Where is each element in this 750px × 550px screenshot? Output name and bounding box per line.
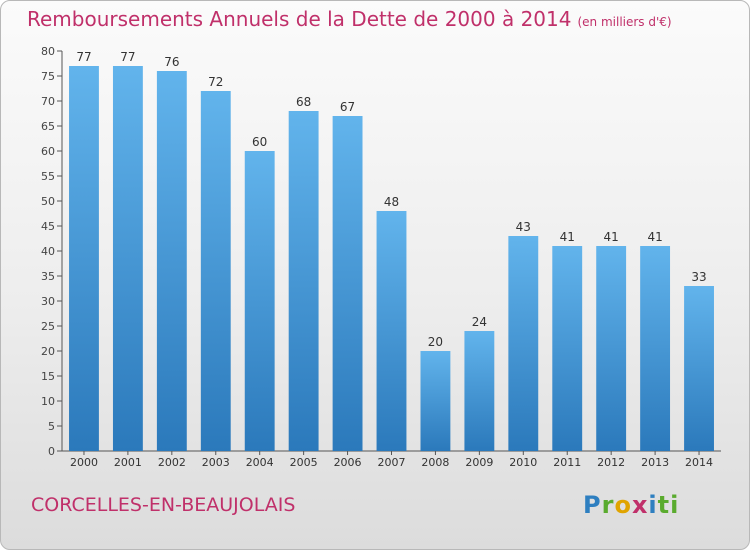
x-tick-label: 2005 <box>290 456 318 469</box>
bar <box>156 71 187 451</box>
bar <box>244 151 275 451</box>
y-tick-label: 25 <box>41 320 55 333</box>
bar-value-label: 68 <box>296 95 311 109</box>
x-tick-label: 2001 <box>114 456 142 469</box>
x-tick-label: 2006 <box>334 456 362 469</box>
y-tick-label: 50 <box>41 195 55 208</box>
bar <box>464 331 495 451</box>
axis-layer: 0 5 10 15 20 25 30 35 40 45 50 55 60 65 70 75 80 2000 2001… <box>41 45 721 469</box>
bar <box>552 246 583 451</box>
bar <box>420 351 451 451</box>
bar-value-label: 41 <box>560 230 575 244</box>
x-tick-label: 2012 <box>597 456 625 469</box>
bar-value-label: 43 <box>516 220 531 234</box>
bar-value-label: 33 <box>691 270 706 284</box>
y-tick-label: 10 <box>41 395 55 408</box>
bar <box>200 91 231 451</box>
y-tick-label: 40 <box>41 245 55 258</box>
y-tick-label: 30 <box>41 295 55 308</box>
bar <box>332 116 363 451</box>
x-tick-label: 2009 <box>465 456 493 469</box>
bar-value-label: 24 <box>472 315 487 329</box>
x-tick-label: 2003 <box>202 456 230 469</box>
bar-value-label: 67 <box>340 100 355 114</box>
y-tick-label: 80 <box>41 45 55 58</box>
x-tick-label: 2008 <box>421 456 449 469</box>
y-tick-label: 45 <box>41 220 55 233</box>
x-tick-label: 2000 <box>70 456 98 469</box>
y-tick-label: 35 <box>41 270 55 283</box>
proxiti-logo: Proxiti <box>583 491 680 519</box>
x-tick-label: 2010 <box>509 456 537 469</box>
bar-value-label: 60 <box>252 135 267 149</box>
bar <box>288 111 319 451</box>
bar <box>376 211 407 451</box>
chart-title-text: Remboursements Annuels de la Dette de 20… <box>27 7 572 31</box>
bar-value-label: 77 <box>76 50 91 64</box>
y-tick-label: 15 <box>41 370 55 383</box>
x-tick-label: 2007 <box>378 456 406 469</box>
bar <box>684 286 714 451</box>
y-tick-label: 5 <box>48 420 55 433</box>
bar-value-label: 48 <box>384 195 399 209</box>
bar-value-label: 72 <box>208 75 223 89</box>
y-tick-label: 65 <box>41 120 55 133</box>
bar <box>596 246 627 451</box>
chart-subtitle: (en milliers d'€) <box>577 15 672 29</box>
y-tick-label: 55 <box>41 170 55 183</box>
bar <box>508 236 539 451</box>
bar-value-label: 77 <box>120 50 135 64</box>
y-tick-label: 0 <box>48 445 55 458</box>
y-tick-label: 20 <box>41 345 55 358</box>
y-tick-label: 60 <box>41 145 55 158</box>
bar-value-label: 41 <box>647 230 662 244</box>
commune-name: CORCELLES-EN-BEAUJOLAIS <box>31 494 296 516</box>
chart-title: Remboursements Annuels de la Dette de 20… <box>27 7 672 31</box>
x-tick-label: 2004 <box>246 456 274 469</box>
bar-value-label: 41 <box>604 230 619 244</box>
bar-value-label: 76 <box>164 55 179 69</box>
y-tick-label: 70 <box>41 95 55 108</box>
bar <box>69 66 99 451</box>
x-tick-label: 2011 <box>553 456 581 469</box>
bars-layer: 77 77 76 72 60 68 67 48 20 24 43 41 41 41 33 <box>69 50 714 451</box>
bar-value-label: 20 <box>428 335 443 349</box>
x-tick-label: 2013 <box>641 456 669 469</box>
bar <box>640 246 671 451</box>
bar <box>112 66 143 451</box>
x-tick-label: 2014 <box>685 456 713 469</box>
x-tick-label: 2002 <box>158 456 186 469</box>
y-tick-label: 75 <box>41 70 55 83</box>
